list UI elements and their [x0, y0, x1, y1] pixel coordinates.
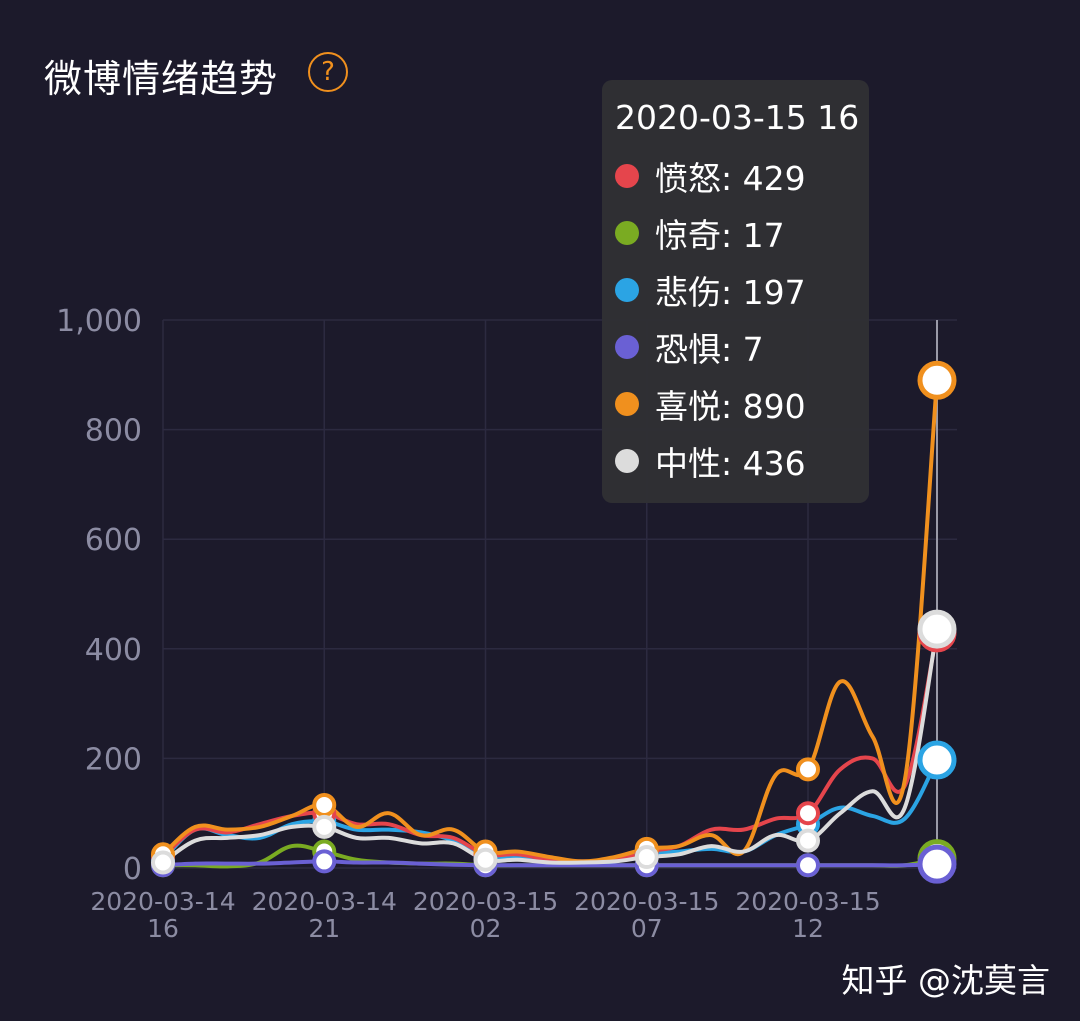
- chart-title: 微博情绪趋势: [44, 57, 279, 101]
- data-point: [796, 757, 820, 782]
- legend-dot-icon: [615, 277, 639, 302]
- data-point: [796, 853, 820, 878]
- legend-dot-icon: [615, 220, 639, 245]
- series-line: [161, 759, 939, 864]
- y-tick-label: 200: [85, 742, 142, 777]
- data-point: [634, 845, 659, 870]
- x-tick-label: 2020-03-14: [90, 887, 235, 916]
- x-tick-label: 2020-03-15: [413, 887, 558, 916]
- data-point: [473, 847, 498, 872]
- y-tick-label: 0: [123, 852, 142, 887]
- y-tick-label: 1,000: [56, 304, 142, 339]
- data-point: [917, 844, 957, 884]
- legend-dot-icon: [615, 391, 639, 416]
- legend-dot-icon: [615, 334, 639, 359]
- tooltip-row-text: 恐惧: 7: [655, 329, 764, 369]
- x-tick-label: 16: [147, 914, 179, 943]
- chart-series: [161, 380, 939, 869]
- x-tick-label: 07: [631, 914, 663, 943]
- x-tick-label: 2020-03-15: [574, 887, 719, 916]
- x-axis: 2020-03-14162020-03-14212020-03-15022020…: [90, 887, 880, 943]
- data-point: [312, 792, 337, 817]
- data-point: [151, 850, 175, 875]
- data-point: [917, 360, 957, 400]
- tooltip-row: 恐惧: 7: [615, 318, 869, 375]
- chart-markers: [151, 360, 957, 884]
- series-line: [161, 632, 939, 864]
- tooltip-row: 惊奇: 17: [615, 204, 869, 261]
- tooltip-rows: 愤怒: 429 惊奇: 17 悲伤: 197 恐惧: 7 喜悦: 890 中性: 436: [615, 147, 869, 489]
- data-point: [917, 740, 957, 780]
- tooltip-row-text: 惊奇: 17: [655, 215, 785, 255]
- x-tick-label: 02: [470, 914, 502, 943]
- data-point: [796, 828, 820, 853]
- tooltip-row-text: 愤怒: 429: [655, 158, 806, 198]
- y-tick-label: 600: [85, 523, 142, 558]
- y-tick-label: 800: [85, 414, 142, 449]
- tooltip-row-text: 中性: 436: [655, 443, 806, 483]
- data-point: [917, 609, 957, 649]
- y-tick-label: 400: [85, 633, 142, 668]
- legend-dot-icon: [615, 448, 639, 473]
- x-tick-label: 21: [308, 914, 340, 943]
- chart-tooltip: 2020-03-15 16 愤怒: 429 惊奇: 17 悲伤: 197 恐惧: 7 喜…: [602, 80, 869, 503]
- series-line: [161, 628, 939, 865]
- question-circle-icon[interactable]: ?: [308, 52, 348, 92]
- tooltip-row-text: 喜悦: 890: [655, 386, 806, 426]
- x-tick-label: 2020-03-15: [735, 887, 880, 916]
- x-tick-label: 12: [792, 914, 824, 943]
- tooltip-row: 中性: 436: [615, 432, 869, 489]
- x-tick-label: 2020-03-14: [252, 887, 397, 916]
- data-point: [796, 801, 820, 826]
- chart-grid: [162, 319, 957, 869]
- legend-dot-icon: [615, 163, 639, 188]
- watermark: 知乎 @沈莫言: [841, 961, 1051, 1000]
- tooltip-row: 悲伤: 197: [615, 261, 869, 318]
- tooltip-row-text: 悲伤: 197: [655, 272, 806, 312]
- data-point: [312, 849, 337, 874]
- tooltip-title: 2020-03-15 16: [615, 98, 860, 137]
- tooltip-row: 愤怒: 429: [615, 147, 869, 204]
- tooltip-row: 喜悦: 890: [615, 375, 869, 432]
- data-point: [312, 814, 337, 839]
- y-axis: 0 200 400 600 800 1,000: [56, 304, 142, 887]
